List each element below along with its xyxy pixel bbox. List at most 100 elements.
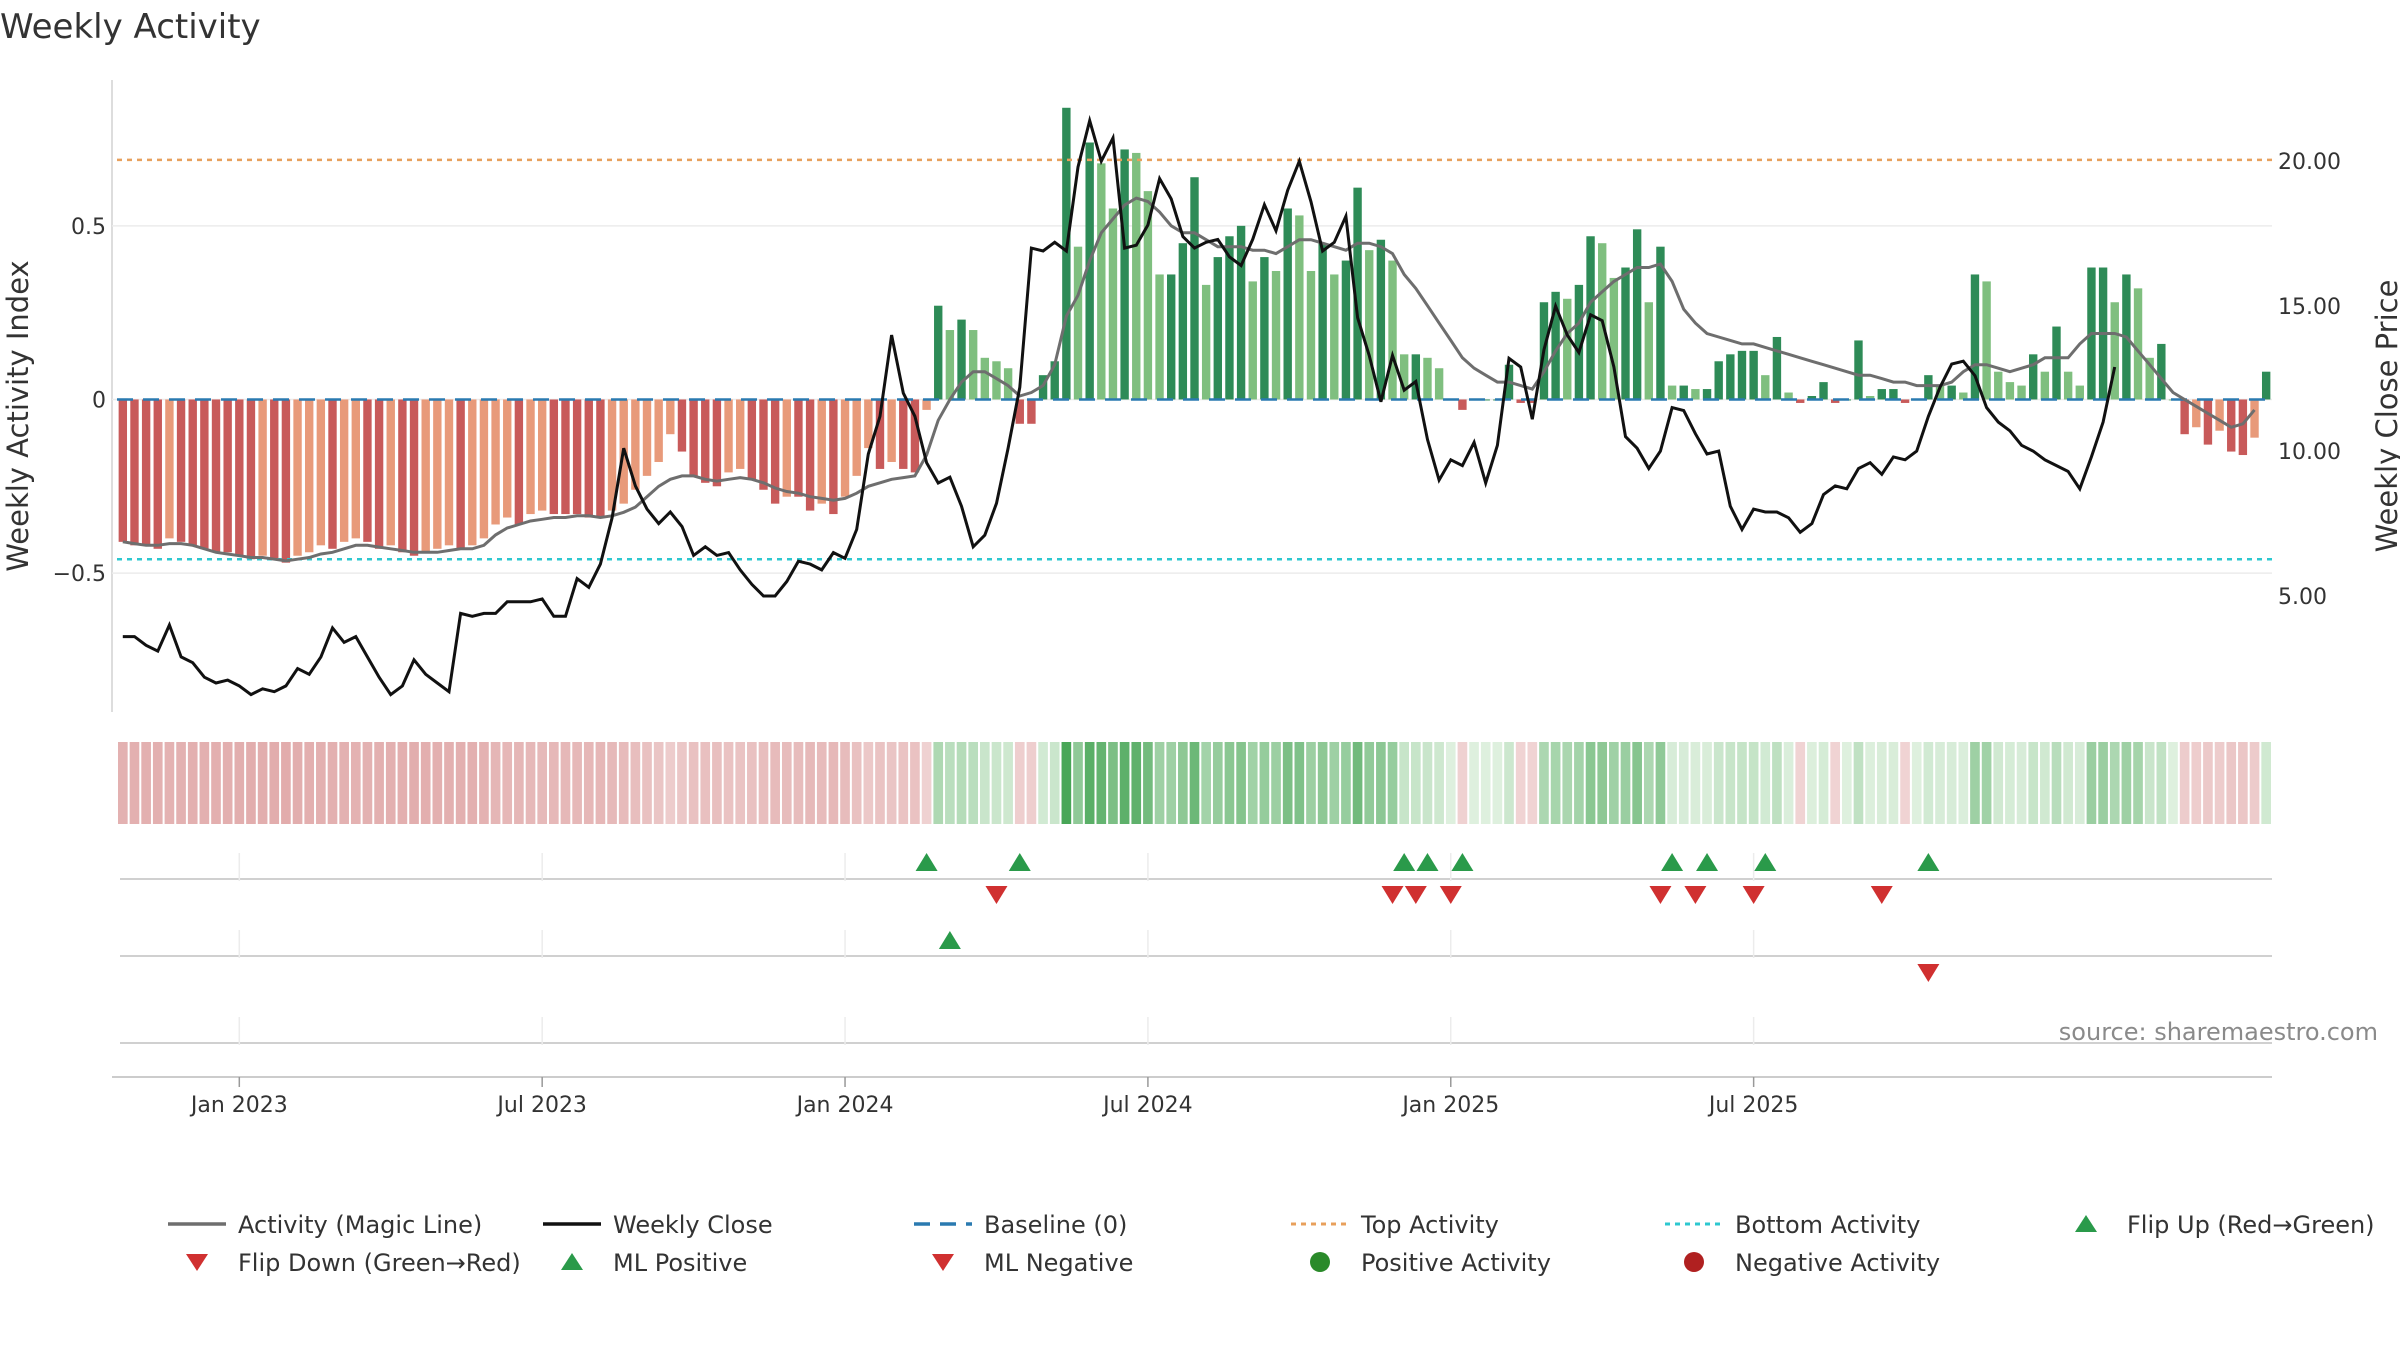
regime-cell [2016, 742, 2027, 824]
regime-cell [2109, 742, 2120, 824]
regime-cell [2121, 742, 2132, 824]
legend-label: Weekly Close [613, 1211, 773, 1239]
activity-bar [1947, 385, 1956, 400]
legend-item: Weekly Close [543, 1211, 773, 1239]
activity-bar [1970, 274, 1980, 400]
legend-swatch [561, 1253, 583, 1270]
regime-cell [607, 742, 617, 824]
regime-cell [1236, 742, 1246, 824]
regime-cell [1317, 742, 1328, 824]
regime-cell [1760, 742, 1771, 824]
activity-bar [2063, 371, 2073, 400]
activity-bar [817, 399, 826, 504]
regime-cell [583, 742, 594, 824]
regime-cell [595, 742, 606, 824]
regime-cell [1026, 742, 1037, 824]
regime-cell [712, 742, 722, 824]
regime-cell [1713, 742, 1724, 824]
regime-cell [502, 742, 513, 824]
regime-cell [269, 742, 280, 824]
activity-bar [572, 399, 582, 515]
activity-bar [945, 330, 955, 400]
regime-cell [1014, 742, 1025, 824]
activity-panel: 0.5 0 −0.5 20.00 15.00 10.00 5.00 Weekly Activi… [1, 80, 2400, 712]
activity-bar [1865, 396, 1875, 400]
activity-bar [1644, 302, 1653, 400]
activity-bar [1190, 177, 1199, 400]
x-tick-label: Jan 2025 [1400, 1093, 1499, 1118]
left-tick-label: −0.5 [53, 562, 106, 587]
activity-bar [1737, 350, 1747, 400]
legend-label: Positive Activity [1361, 1249, 1551, 1277]
regime-cell [444, 742, 454, 824]
regime-cell [1993, 742, 2004, 824]
regime-cell [1131, 742, 1142, 824]
legend-label: Baseline (0) [984, 1211, 1127, 1239]
activity-bar [2261, 371, 2271, 400]
regime-cell [281, 742, 291, 824]
regime-cell [455, 742, 466, 824]
regime-cell [1690, 742, 1701, 824]
activity-bar [1959, 392, 1968, 400]
activity-bar [1935, 385, 1945, 400]
activity-bar [596, 399, 605, 518]
left-tick-label: 0 [92, 388, 106, 413]
regime-cell [747, 742, 757, 824]
activity-bar [2250, 399, 2259, 438]
legend-swatch [186, 1254, 208, 1271]
regime-cell [1795, 742, 1806, 824]
activity-bar [1726, 354, 1735, 400]
activity-bar [1772, 336, 1782, 400]
flip-down-marker [1439, 886, 1462, 904]
activity-bar [1796, 399, 1805, 403]
activity-bar [2040, 371, 2050, 400]
regime-cell [1376, 742, 1386, 824]
activity-bar [2052, 326, 2061, 400]
activity-bar [712, 399, 722, 487]
activity-bar [153, 399, 162, 549]
regime-cell [828, 742, 839, 824]
activity-bar [1376, 239, 1386, 400]
activity-bar [1749, 350, 1758, 400]
weekly-close-line [122, 114, 2117, 697]
regime-cell [2005, 742, 2015, 824]
regime-cell [665, 742, 676, 824]
regime-cell [1201, 742, 1211, 824]
regime-cell [2063, 742, 2073, 824]
activity-bar [747, 399, 757, 480]
regime-cell [991, 742, 1002, 824]
regime-cell [2144, 742, 2155, 824]
regime-cell [385, 742, 396, 824]
regime-cell [1306, 742, 1316, 824]
regime-cell [1341, 742, 1351, 824]
activity-bar [887, 399, 896, 462]
activity-bar [1050, 361, 1059, 400]
ml-negative-marker [1917, 964, 1940, 982]
activity-bar [2110, 302, 2119, 400]
activity-bar [1667, 385, 1677, 400]
activity-bar [1027, 399, 1036, 424]
regime-cell [1259, 742, 1270, 824]
activity-bar [1632, 229, 1642, 400]
activity-bar [922, 399, 931, 410]
activity-bar [1656, 246, 1665, 400]
regime-cell [1574, 742, 1584, 824]
regime-cell [781, 742, 792, 824]
activity-bar [1306, 270, 1316, 400]
regime-cell [758, 742, 769, 824]
activity-bar [1458, 399, 1467, 410]
activity-bar [398, 399, 407, 553]
left-axis-label: Weekly Activity Index [1, 260, 35, 571]
regime-cell [211, 742, 221, 824]
regime-cell [187, 742, 198, 824]
regime-cell [1585, 742, 1596, 824]
activity-bar [1481, 399, 1490, 401]
regime-cell [409, 742, 419, 824]
activity-bar [852, 399, 861, 476]
regime-cell [257, 742, 268, 824]
activity-bar [1819, 382, 1828, 400]
regime-cell [467, 742, 478, 824]
activity-bar [246, 399, 256, 560]
flip-up-marker [1008, 853, 1031, 871]
activity-bar [1225, 236, 1234, 400]
